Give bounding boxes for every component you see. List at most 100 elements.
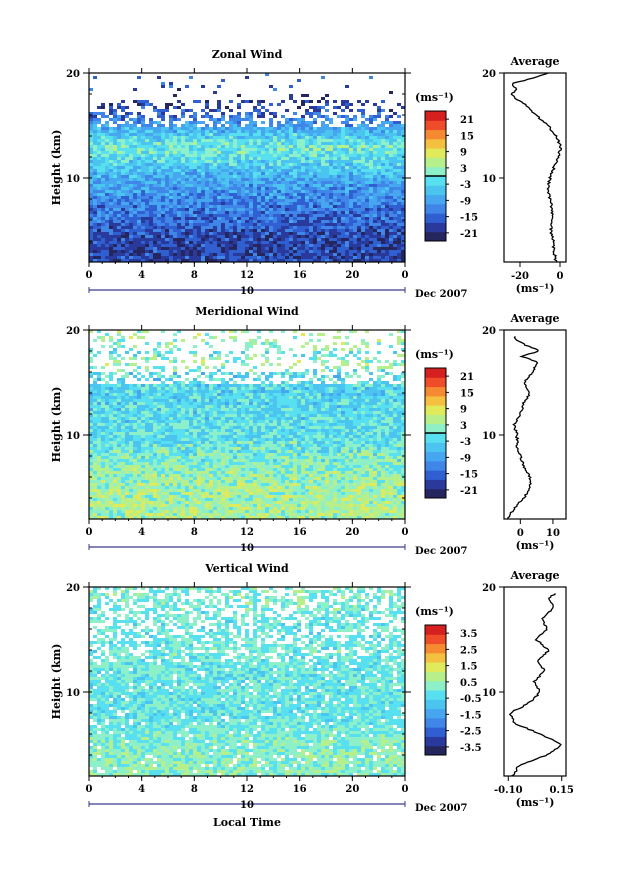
heatmap-cell — [105, 166, 109, 169]
heatmap-cell — [393, 148, 397, 151]
heatmap-cell — [117, 486, 121, 489]
heatmap-cell — [93, 211, 97, 214]
heatmap-cell — [193, 160, 197, 163]
heatmap-cell — [265, 136, 269, 139]
heatmap-cell — [313, 157, 317, 160]
heatmap-cell — [145, 157, 149, 160]
heatmap-cell — [285, 127, 289, 130]
heatmap-cell — [305, 256, 309, 259]
heatmap-cell — [141, 202, 145, 205]
heatmap-cell — [245, 172, 249, 175]
heatmap-cell — [105, 136, 109, 139]
heatmap-cell — [321, 133, 325, 136]
colorbar-swatch — [425, 213, 446, 223]
heatmap-cell — [281, 241, 285, 244]
heatmap-cell — [357, 178, 361, 181]
heatmap-cell — [389, 205, 393, 208]
heatmap-cell — [237, 103, 241, 106]
heatmap-cell — [229, 214, 233, 217]
heatmap-cell — [345, 139, 349, 142]
heatmap-cell — [337, 495, 341, 498]
heatmap-cell — [233, 121, 237, 124]
heatmap-cell — [345, 238, 349, 241]
heatmap-cell — [309, 127, 313, 130]
heatmap-cell — [377, 510, 381, 513]
heatmap-cell — [353, 232, 357, 235]
heatmap-cell — [389, 214, 393, 217]
heatmap-cell — [381, 178, 385, 181]
heatmap-cell — [169, 82, 173, 85]
heatmap-cell — [309, 214, 313, 217]
heatmap-cell — [109, 109, 113, 112]
heatmap-cell — [125, 208, 129, 211]
heatmap-cell — [269, 205, 273, 208]
heatmap-cell — [233, 124, 237, 127]
heatmap-cell — [373, 127, 377, 130]
heatmap-cell — [165, 181, 169, 184]
heatmap-cell — [257, 190, 261, 193]
heatmap-cell — [265, 498, 269, 501]
heatmap-cell — [181, 510, 185, 513]
heatmap-cell — [129, 486, 133, 489]
heatmap-cell — [369, 259, 373, 262]
heatmap-cell — [213, 486, 217, 489]
heatmap-cell — [97, 250, 101, 253]
heatmap-cell — [185, 172, 189, 175]
heatmap-cell — [377, 483, 381, 486]
heatmap-cell — [289, 160, 293, 163]
heatmap-cell — [377, 112, 381, 115]
heatmap-cell — [345, 256, 349, 259]
heatmap-cell — [277, 184, 281, 187]
heatmap-cell — [125, 492, 129, 495]
heatmap-cell — [221, 139, 225, 142]
heatmap-cell — [137, 151, 141, 154]
heatmap-cell — [385, 247, 389, 250]
heatmap-cell — [193, 154, 197, 157]
heatmap-cell — [193, 166, 197, 169]
heatmap-cell — [197, 148, 201, 151]
heatmap-cell — [305, 124, 309, 127]
heatmap-cell — [109, 501, 113, 504]
colorbar-tick-label: -9 — [460, 196, 471, 207]
heatmap-cell — [361, 103, 365, 106]
heatmap-cell — [353, 118, 357, 121]
heatmap-cell — [209, 495, 213, 498]
heatmap-cell — [381, 148, 385, 151]
heatmap-cell — [105, 235, 109, 238]
heatmap-cell — [89, 238, 93, 241]
heatmap-cell — [121, 223, 125, 226]
heatmap-cell — [209, 483, 213, 486]
heatmap-cell — [157, 136, 161, 139]
heatmap-cell — [237, 142, 241, 145]
heatmap-cell — [237, 169, 241, 172]
heatmap-cell — [401, 190, 405, 193]
heatmap-cell — [369, 157, 373, 160]
heatmap-cell — [389, 247, 393, 250]
heatmap-cell — [305, 504, 309, 507]
heatmap-cell — [305, 160, 309, 163]
heatmap-cell — [253, 109, 257, 112]
heatmap-cell — [249, 510, 253, 513]
heatmap-cell — [293, 136, 297, 139]
heatmap-cell — [209, 501, 213, 504]
heatmap-cell — [149, 142, 153, 145]
heatmap-cell — [349, 160, 353, 163]
heatmap-cell — [197, 169, 201, 172]
heatmap-cell — [361, 112, 365, 115]
heatmap-cell — [301, 232, 305, 235]
heatmap-cell — [181, 115, 185, 118]
heatmap-cell — [333, 211, 337, 214]
heatmap-cell — [289, 220, 293, 223]
heatmap-cell — [213, 223, 217, 226]
heatmap-cell — [377, 513, 381, 516]
heatmap-cell — [313, 169, 317, 172]
heatmap-cell — [265, 501, 269, 504]
heatmap-cell — [381, 127, 385, 130]
heatmap-cell — [301, 229, 305, 232]
heatmap-cell — [213, 504, 217, 507]
heatmap-cell — [109, 133, 113, 136]
heatmap-cell — [101, 211, 105, 214]
heatmap-cell — [133, 145, 137, 148]
heatmap-cell — [129, 151, 133, 154]
heatmap-cell — [353, 145, 357, 148]
